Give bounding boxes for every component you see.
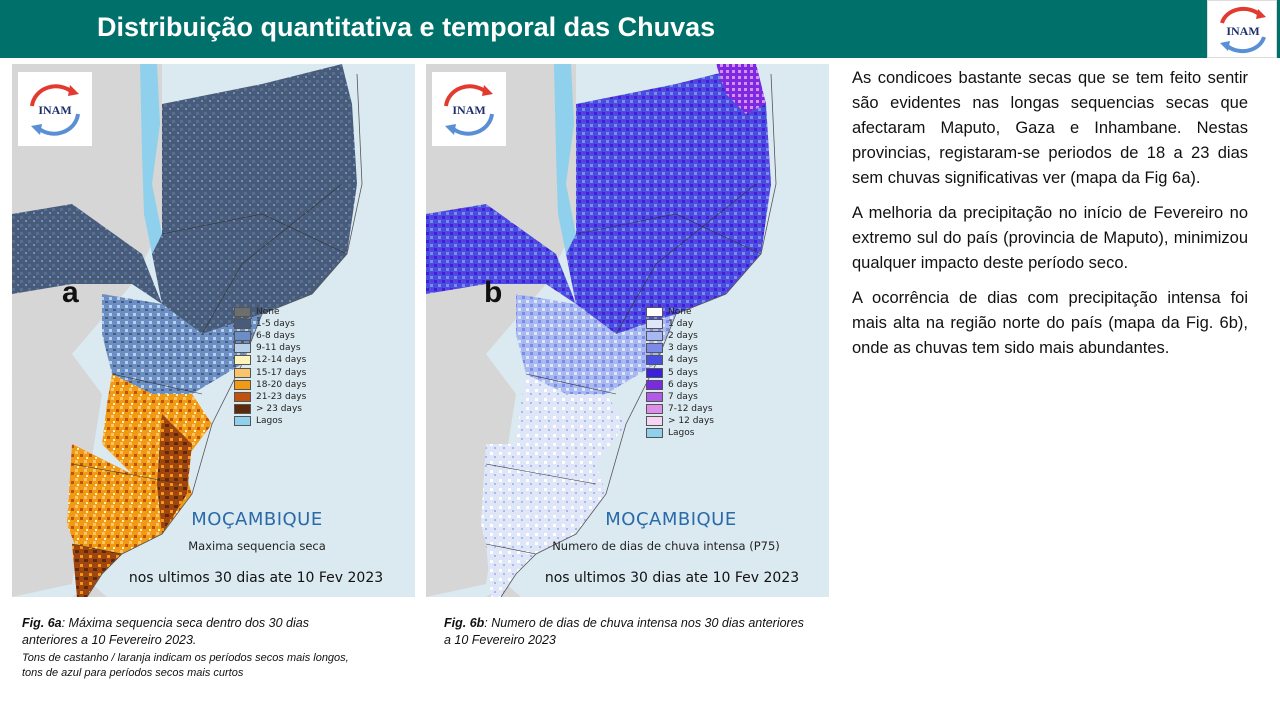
legend-swatch bbox=[234, 355, 251, 366]
legend-swatch bbox=[646, 427, 663, 438]
inam-logo: INAM bbox=[1207, 0, 1277, 58]
legend-item: 1 day bbox=[646, 318, 714, 330]
paragraph-rain-improvement: A melhoria da precipitação no início de … bbox=[852, 204, 1248, 272]
legend-swatch bbox=[646, 343, 663, 354]
legend-item: 2 days bbox=[646, 330, 714, 342]
svg-text:INAM: INAM bbox=[1226, 24, 1259, 38]
legend-swatch bbox=[234, 379, 251, 390]
caption-text: : Máxima sequencia seca dentro dos 30 di… bbox=[22, 616, 309, 647]
legend-swatch bbox=[234, 331, 251, 342]
legend-item: Lagos bbox=[234, 415, 306, 427]
legend-item: 1-5 days bbox=[234, 318, 306, 330]
legend-swatch bbox=[234, 367, 251, 378]
legend-swatch bbox=[234, 415, 251, 426]
figure-caption-a: Fig. 6a: Máxima sequencia seca dentro do… bbox=[22, 615, 362, 681]
caption-text: : Numero de dias de chuva intensa nos 30… bbox=[444, 616, 804, 647]
legend-label: 1 day bbox=[668, 319, 694, 330]
legend-label: Lagos bbox=[256, 415, 283, 426]
panel-letter: a bbox=[62, 276, 79, 309]
legend-item: None bbox=[234, 306, 306, 318]
period-label: nos ultimos 30 dias ate 10 Fev 2023 bbox=[544, 570, 800, 586]
legend-swatch bbox=[646, 307, 663, 318]
legend-label: 2 days bbox=[668, 331, 698, 342]
legend-item: 5 days bbox=[646, 366, 714, 378]
legend-swatch bbox=[646, 379, 663, 390]
legend-label: > 12 days bbox=[668, 415, 714, 426]
page-title: Distribuição quantitativa e temporal das… bbox=[97, 12, 716, 42]
legend-label: 21-23 days bbox=[256, 391, 307, 402]
legend-item: > 12 days bbox=[646, 415, 714, 427]
legend-item: 18-20 days bbox=[234, 379, 306, 391]
legend-swatch bbox=[646, 355, 663, 366]
legend-swatch bbox=[234, 319, 251, 330]
paragraph-dry-conditions: As condicoes bastante secas que se tem f… bbox=[852, 69, 1248, 187]
legend-swatch bbox=[234, 307, 251, 318]
legend-label: 4 days bbox=[668, 355, 698, 366]
legend-label: None bbox=[668, 307, 692, 318]
legend-label: 9-11 days bbox=[256, 343, 301, 354]
legend-label: 3 days bbox=[668, 343, 698, 354]
figure-label: Fig. 6b bbox=[444, 616, 485, 630]
legend-item: 4 days bbox=[646, 354, 714, 366]
legend-item: 3 days bbox=[646, 342, 714, 354]
period-label: nos ultimos 30 dias ate 10 Fev 2023 bbox=[128, 570, 384, 586]
legend-label: 5 days bbox=[668, 367, 698, 378]
legend-swatch bbox=[646, 331, 663, 342]
legend-item: Lagos bbox=[646, 427, 714, 439]
legend-swatch bbox=[646, 391, 663, 402]
legend: None 1-5 days 6-8 days 9-11 days 12-14 days 1… bbox=[234, 306, 306, 427]
legend-label: 7 days bbox=[668, 391, 698, 402]
title-bar: Distribuição quantitativa e temporal das… bbox=[0, 0, 1280, 58]
mozambique-heavy-rain-map bbox=[426, 64, 777, 597]
legend-item: 7-12 days bbox=[646, 403, 714, 415]
legend: None 1 day 2 days 3 days 4 days 5 days 6 days 7… bbox=[646, 306, 714, 439]
legend-label: 7-12 days bbox=[668, 403, 713, 414]
map-subtitle: Numero de dias de chuva intensa (P75) bbox=[552, 539, 780, 553]
legend-label: 6-8 days bbox=[256, 331, 295, 342]
body-text: As condicoes bastante secas que se tem f… bbox=[852, 66, 1248, 371]
legend-label: 12-14 days bbox=[256, 355, 307, 366]
panel-letter: b bbox=[484, 276, 503, 309]
figure-caption-b: Fig. 6b: Numero de dias de chuva intensa… bbox=[444, 615, 804, 649]
legend-swatch bbox=[234, 343, 251, 354]
map-panel-heavy-rain-days: INAM b None 1 day 2 days 3 days 4 days 5 days… bbox=[426, 64, 829, 597]
svg-text:INAM: INAM bbox=[452, 103, 485, 117]
paragraph-heavy-rain: A ocorrência de dias com precipitação in… bbox=[852, 289, 1248, 357]
map-subtitle: Maxima sequencia seca bbox=[188, 539, 326, 553]
legend-item: 12-14 days bbox=[234, 354, 306, 366]
country-label: MOÇAMBIQUE bbox=[605, 509, 737, 530]
legend-label: 18-20 days bbox=[256, 379, 307, 390]
legend-item: 9-11 days bbox=[234, 342, 306, 354]
legend-item: 6-8 days bbox=[234, 330, 306, 342]
legend-item: 6 days bbox=[646, 379, 714, 391]
legend-swatch bbox=[646, 319, 663, 330]
legend-item: > 23 days bbox=[234, 403, 306, 415]
legend-swatch bbox=[234, 403, 251, 414]
legend-swatch bbox=[234, 391, 251, 402]
legend-swatch bbox=[646, 415, 663, 426]
legend-label: Lagos bbox=[668, 427, 695, 438]
inam-map-logo: INAM bbox=[18, 72, 92, 146]
legend-label: 6 days bbox=[668, 379, 698, 390]
legend-item: 7 days bbox=[646, 391, 714, 403]
legend-label: None bbox=[256, 307, 280, 318]
legend-item: None bbox=[646, 306, 714, 318]
legend-label: > 23 days bbox=[256, 403, 302, 414]
mozambique-dry-spell-map bbox=[12, 64, 363, 597]
legend-item: 21-23 days bbox=[234, 391, 306, 403]
caption-note: Tons de castanho / laranja indicam os pe… bbox=[22, 652, 349, 679]
map-panel-dry-sequence: INAM a None 1-5 days 6-8 days 9-11 days 12-1… bbox=[12, 64, 415, 597]
legend-swatch bbox=[646, 367, 663, 378]
legend-label: 15-17 days bbox=[256, 367, 307, 378]
legend-item: 15-17 days bbox=[234, 366, 306, 378]
legend-swatch bbox=[646, 403, 663, 414]
legend-label: 1-5 days bbox=[256, 319, 295, 330]
inam-map-logo: INAM bbox=[432, 72, 506, 146]
svg-text:INAM: INAM bbox=[38, 103, 71, 117]
figure-label: Fig. 6a bbox=[22, 616, 62, 630]
country-label: MOÇAMBIQUE bbox=[191, 509, 323, 530]
